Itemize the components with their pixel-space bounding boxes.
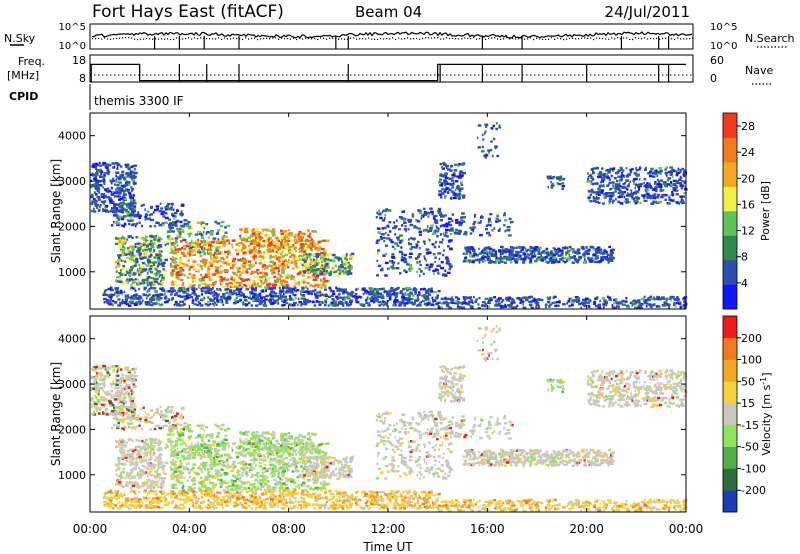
time-tick-label: 08:00 [271,522,306,536]
velocity-panel: 1000 2000 3000 4000 Slant Range [km] 200 100… [49,315,773,513]
colorbar-tick-label: 8 [741,251,748,264]
power-colorbar-label: Power [dB] [759,181,772,241]
range-tick-label: 1000 [58,469,86,482]
noise-right-tick-bottom: 10^0 [710,41,737,52]
velocity-colorbar: 200 100 50 15 -15 -50 -100 -200 [722,315,766,513]
cpid-program: themis 3300 IF [94,94,184,108]
freq-unit-label: [MHz] [7,69,39,82]
noise-panel: N.Sky 10^5 10^0 10^5 10^0 N.Search [4,22,795,52]
time-tick-label: 16:00 [470,522,505,536]
colorbar-tick-label: 200 [741,332,762,345]
time-tick-label: 20:00 [569,522,604,536]
noise-search-trace [92,36,694,49]
range-tick-label: 4000 [58,130,86,143]
time-tick-label: 12:00 [371,522,406,536]
range-tick-label: 2000 [58,423,86,436]
freq-panel: Freq. [MHz] 18 8 60 0 Nave [7,54,773,85]
time-axis-label: Time UT [362,540,413,554]
nave-tick-top: 60 [710,54,724,67]
power-ylabel: Slant Range [km] [49,159,63,263]
colorbar-tick-label: 50 [741,375,755,388]
colorbar-tick-label: -50 [741,441,759,454]
colorbar-tick-label: 20 [741,172,755,185]
noise-sky-trace [91,31,693,39]
time-tick-label: 00:00 [73,522,108,536]
noise-right-tick-top: 10^5 [710,22,737,33]
colorbar-tick-label: 15 [741,397,755,410]
range-tick-label: 3000 [58,175,86,188]
colorbar-tick-label: -200 [741,484,766,497]
nave-label: Nave [745,64,773,77]
station-title: Fort Hays East (fitACF) [92,2,284,22]
colorbar-tick-label: -100 [741,462,766,475]
velocity-ylabel: Slant Range [km] [49,362,63,466]
colorbar-tick-label: 16 [741,198,755,211]
power-scatter [90,122,688,310]
cpid-label: CPID [9,90,38,103]
freq-label: Freq. [18,55,45,68]
power-colorbar: 4 8 12 16 20 24 28 [722,112,755,310]
power-yticks: 1000 2000 3000 4000 [58,130,686,279]
freq-tick-bottom: 8 [79,72,86,85]
time-tick-label: 00:00 [669,522,704,536]
colorbar-tick-label: -15 [741,419,759,432]
velocity-colorbar-label: Velocity [m s-1] [759,372,773,455]
power-panel: 1000 2000 3000 4000 Slant Range [km] 4 8 12 16… [49,112,772,310]
range-tick-label: 4000 [58,333,86,346]
noise-search-label: N.Search [745,32,795,45]
freq-tick-top: 18 [72,54,86,67]
range-tick-label: 1000 [58,266,86,279]
velocity-yticks: 1000 2000 3000 4000 [58,333,686,482]
colorbar-tick-label: 24 [741,146,755,159]
freq-trace [90,63,686,82]
range-tick-label: 2000 [58,220,86,233]
range-tick-label: 3000 [58,378,86,391]
noise-left-tick-top: 10^5 [59,22,86,33]
colorbar-tick-label: 4 [741,277,748,290]
colorbar-tick-label: 28 [741,120,755,133]
nave-tick-bottom: 0 [710,72,717,85]
noise-sky-label: N.Sky [4,32,36,45]
noise-left-tick-bottom: 10^0 [59,41,86,52]
date-label: 24/Jul/2011 [605,3,690,21]
beam-label: Beam 04 [355,3,422,21]
colorbar-tick-label: 100 [741,354,762,367]
time-tick-label: 04:00 [172,522,207,536]
velocity-scatter [90,325,688,513]
time-axis: 00:00 04:00 08:00 12:00 16:00 20:00 00:00 [73,113,704,536]
colorbar-tick-label: 12 [741,225,755,238]
